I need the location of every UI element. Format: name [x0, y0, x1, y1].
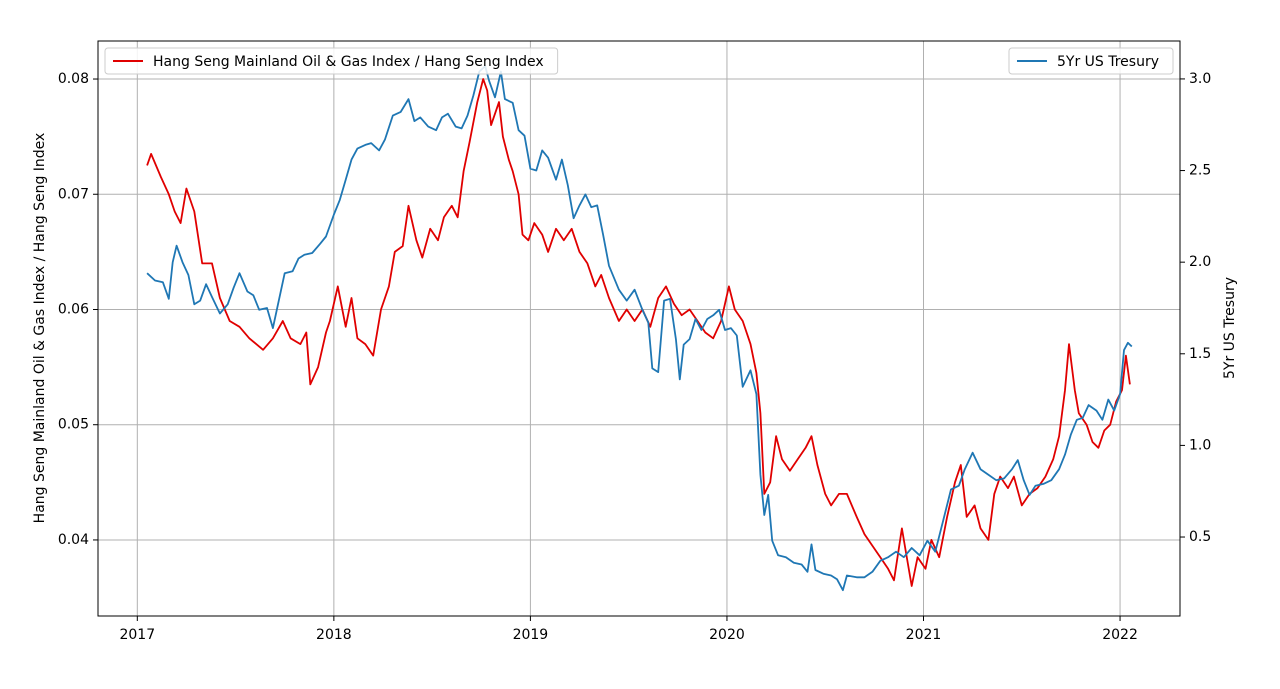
x-tick-label: 2018 [316, 627, 352, 643]
data-line [146, 78, 1131, 587]
legend-label: 5Yr US Tresury [1057, 54, 1159, 70]
y-tick-label: 0.08 [58, 71, 89, 87]
y2-tick-label: 1.5 [1189, 346, 1211, 362]
legend-box [1008, 47, 1174, 75]
x-tick-label: 2017 [119, 627, 155, 643]
x-tick-label: 2021 [906, 627, 942, 643]
x-tick-label: 2022 [1102, 627, 1138, 643]
data-line [146, 65, 1133, 592]
y-tick-label: 0.06 [58, 301, 89, 317]
y2-tick-label: 3.0 [1189, 71, 1211, 87]
grid [98, 41, 1180, 616]
legend-box [104, 47, 559, 75]
plot-frame [97, 40, 1181, 617]
axes: 2017 2018 2019 2020 2021 2022 0.04 0.05 0.06 0.07… [58, 71, 1211, 643]
legend-label: Hang Seng Mainland Oil & Gas Index / Han… [153, 54, 544, 70]
x-tick-label: 2019 [513, 627, 549, 643]
y-axis-label: Hang Seng Mainland Oil & Gas Index / Han… [32, 133, 48, 524]
legends: Hang Seng Mainland Oil & Gas Index / Han… [104, 47, 1174, 75]
y2-tick-label: 0.5 [1189, 529, 1211, 545]
y2-tick-label: 2.0 [1189, 254, 1211, 270]
y2-tick-label: 2.5 [1189, 163, 1211, 179]
y-tick-label: 0.05 [58, 417, 89, 433]
y-tick-label: 0.07 [58, 186, 89, 202]
y-tick-label: 0.04 [58, 532, 89, 548]
y2-tick-label: 1.0 [1189, 437, 1211, 453]
lines [146, 65, 1133, 592]
y2-axis-label: 5Yr US Tresury [1222, 277, 1238, 379]
x-tick-label: 2020 [709, 627, 745, 643]
